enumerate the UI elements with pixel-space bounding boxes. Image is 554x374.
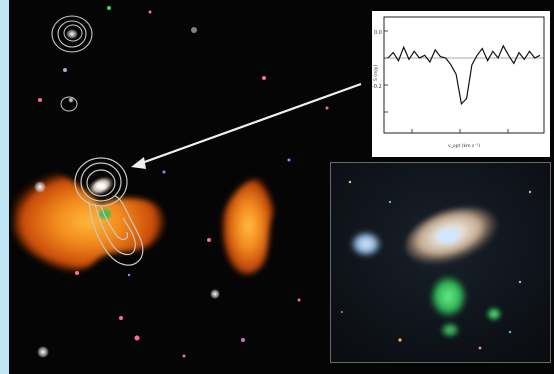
inset-ionized-cloud [428,273,502,338]
top-left-galaxy [51,15,93,53]
host-galaxy [87,175,115,219]
ionized-cloud [99,209,111,219]
spectrum-axes-box [383,16,545,134]
spectrum-xlabel: v_opt (km s⁻¹) [448,143,480,149]
left-radio-lobe [13,171,164,272]
spectrum-ylabel: S (mJy) [373,65,379,81]
inset-optical-image [330,162,551,363]
inset-field-stars [341,180,532,350]
inset-host-galaxy [405,207,499,265]
ytick-label: 0.0 [374,30,382,36]
hi-contours [74,157,144,266]
spectrum-profile-line [387,44,541,106]
inset-companion-galaxy [349,230,383,258]
ytick-label: -0.2 [372,84,382,90]
right-radio-lobe [223,178,275,275]
spectrum-background [372,11,550,157]
pointer-arrow [131,82,362,169]
small-contoured-source [60,96,78,112]
spectrum-panel: 0.0 -0.2 S (mJy) v_opt (km s⁻¹) [372,11,550,157]
